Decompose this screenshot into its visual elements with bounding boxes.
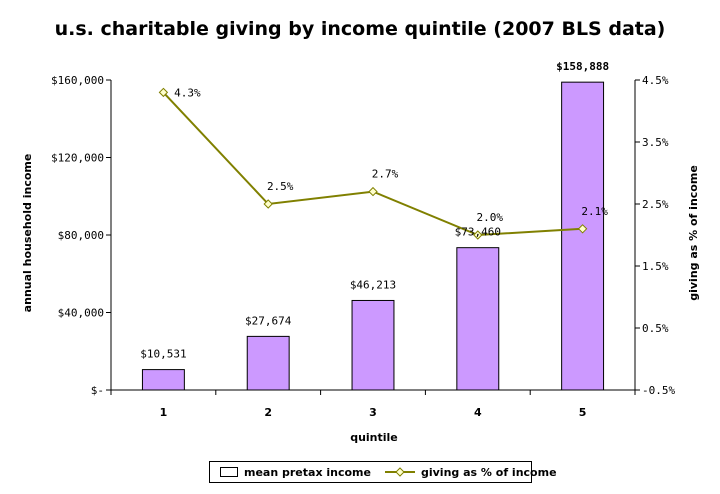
legend-label-giving: giving as % of income bbox=[420, 465, 557, 479]
bar bbox=[141, 369, 185, 391]
bar bbox=[246, 335, 290, 391]
giving-point bbox=[263, 199, 273, 209]
legend-swatch-line bbox=[384, 467, 415, 477]
bar-data-label: $158,888 bbox=[556, 60, 609, 73]
legend-label-income: mean pretax income bbox=[244, 465, 371, 479]
y2-tick-label: 2.5% bbox=[642, 198, 669, 211]
bar-data-label: $46,213 bbox=[350, 278, 396, 291]
line-data-label: 2.5% bbox=[267, 180, 294, 193]
bar bbox=[351, 299, 395, 391]
line-data-label: 4.3% bbox=[174, 86, 201, 99]
legend-item-income: mean pretax income bbox=[220, 466, 371, 479]
y2-tick-label: 3.5% bbox=[642, 136, 669, 149]
bar-data-label: $10,531 bbox=[140, 348, 186, 361]
y2-tick-label: -0.5% bbox=[642, 384, 675, 397]
bar-data-label: $27,674 bbox=[245, 314, 292, 327]
line-data-label: 2.1% bbox=[581, 205, 608, 218]
legend-item-giving: giving as % of income bbox=[384, 465, 557, 479]
y-axis-label: annual household income bbox=[21, 154, 34, 313]
bar bbox=[561, 81, 605, 391]
y-tick-label: $80,000 bbox=[58, 229, 104, 242]
x-axis-label: quintile bbox=[350, 431, 398, 444]
y-tick-label: $40,000 bbox=[58, 307, 104, 320]
giving-point bbox=[473, 230, 483, 240]
x-tick-label: 4 bbox=[474, 406, 482, 419]
y-tick-label: $160,000 bbox=[51, 74, 104, 87]
x-tick-label: 2 bbox=[264, 406, 272, 419]
x-tick-label: 5 bbox=[579, 406, 587, 419]
bar bbox=[456, 247, 500, 391]
giving-point bbox=[158, 87, 169, 98]
giving-line bbox=[162, 91, 583, 237]
y2-axis-label: giving as % of income bbox=[687, 165, 700, 301]
x-tick-label: 3 bbox=[369, 406, 377, 419]
bar-data-label: $73,460 bbox=[455, 226, 501, 239]
chart-title: u.s. charitable giving by income quintil… bbox=[54, 18, 666, 40]
line-data-label: 2.7% bbox=[372, 168, 399, 181]
x-tick-label: 1 bbox=[160, 406, 168, 419]
legend: mean pretax income giving as % of income bbox=[209, 461, 557, 483]
giving-point bbox=[577, 224, 588, 234]
legend-swatch-bar bbox=[220, 467, 238, 477]
y-tick-label: $- bbox=[91, 384, 104, 397]
y2-tick-label: 1.5% bbox=[642, 260, 669, 273]
y-tick-label: $120,000 bbox=[51, 152, 104, 165]
y2-tick-label: 0.5% bbox=[642, 322, 669, 335]
line-data-label: 2.0% bbox=[477, 211, 504, 224]
giving-point bbox=[368, 186, 378, 197]
y2-tick-label: 4.5% bbox=[642, 74, 669, 87]
